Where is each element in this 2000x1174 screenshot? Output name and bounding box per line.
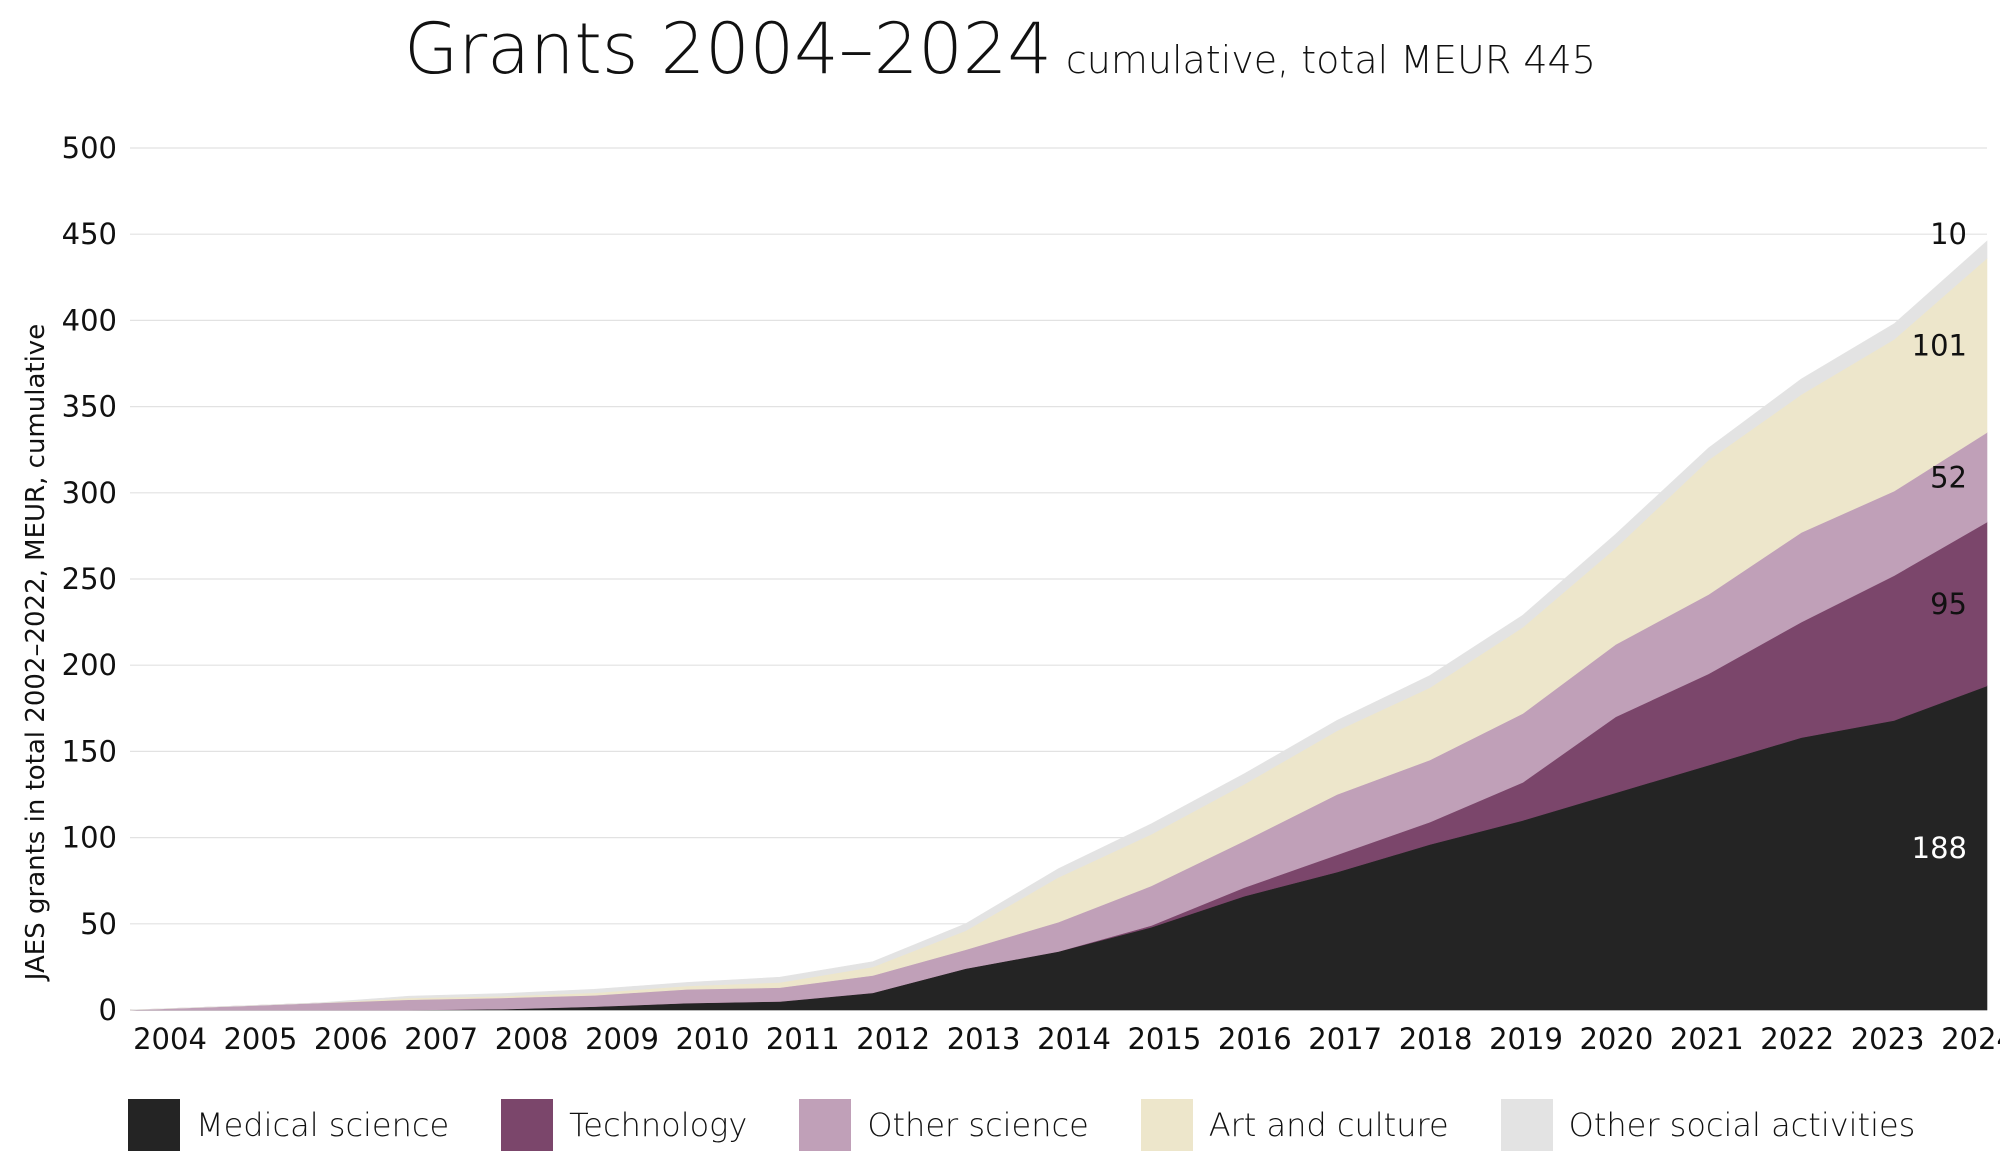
x-tick-label: 2007 bbox=[404, 1022, 478, 1056]
y-tick-label: 300 bbox=[62, 476, 117, 510]
area-series-layer bbox=[129, 240, 1988, 1011]
end-label: 52 bbox=[1930, 460, 1967, 494]
y-tick-label: 200 bbox=[62, 648, 117, 682]
legend-swatch bbox=[799, 1099, 852, 1151]
y-tick-label: 0 bbox=[99, 993, 117, 1027]
legend-swatch bbox=[1500, 1099, 1553, 1151]
x-tick-label: 2011 bbox=[766, 1022, 840, 1056]
x-tick-label: 2005 bbox=[223, 1022, 297, 1056]
x-tick-label: 2014 bbox=[1037, 1022, 1111, 1056]
x-tick-label: 2024 bbox=[1941, 1022, 2000, 1056]
end-label: 188 bbox=[1912, 831, 1967, 865]
legend-item: Technology bbox=[501, 1099, 747, 1151]
chart-subtitle: cumulative, total MEUR 445 bbox=[1065, 38, 1596, 82]
x-tick-label: 2009 bbox=[585, 1022, 659, 1056]
end-label: 10 bbox=[1930, 217, 1967, 251]
y-axis-label: JAES grants in total 2002–2022, MEUR, cu… bbox=[21, 324, 51, 982]
legend-item: Other social activities bbox=[1500, 1099, 1916, 1151]
x-tick-label: 2012 bbox=[856, 1022, 930, 1056]
x-tick-label: 2022 bbox=[1760, 1022, 1834, 1056]
end-value-labels: 188 95 52 101 10 bbox=[1912, 217, 1967, 865]
legend-label: Other social activities bbox=[1568, 1106, 1916, 1144]
x-tick-label: 2019 bbox=[1489, 1022, 1563, 1056]
x-tick-label: 2016 bbox=[1218, 1022, 1292, 1056]
legend-label: Art and culture bbox=[1208, 1106, 1449, 1144]
x-tick-label: 2008 bbox=[495, 1022, 569, 1056]
y-tick-label: 50 bbox=[80, 907, 117, 941]
x-tick-label: 2018 bbox=[1399, 1022, 1473, 1056]
legend-swatch bbox=[1140, 1099, 1193, 1151]
y-tick-label: 250 bbox=[62, 562, 117, 596]
y-tick-label: 100 bbox=[62, 821, 117, 855]
legend: Medical science Technology Other science Ar… bbox=[128, 1098, 1967, 1152]
x-tick-label: 2015 bbox=[1127, 1022, 1201, 1056]
y-tick-label: 450 bbox=[62, 217, 117, 251]
legend-item: Other science bbox=[799, 1099, 1089, 1151]
area-other-social-activities bbox=[129, 240, 1988, 1011]
x-tick-label: 2013 bbox=[947, 1022, 1021, 1056]
y-tick-label: 500 bbox=[62, 131, 117, 165]
y-axis-ticks: 0 50 100 150 200 250 300 350 400 450 500 bbox=[62, 131, 117, 1027]
legend-item: Medical science bbox=[128, 1099, 449, 1151]
y-tick-label: 400 bbox=[62, 303, 117, 337]
x-tick-label: 2017 bbox=[1308, 1022, 1382, 1056]
end-label: 95 bbox=[1930, 587, 1967, 621]
x-tick-label: 2023 bbox=[1851, 1022, 1925, 1056]
legend-label: Medical science bbox=[196, 1106, 450, 1144]
x-tick-label: 2010 bbox=[675, 1022, 749, 1056]
x-axis-ticks: 2004 2005 2006 2007 2008 2009 2010 2011 2012 2013… bbox=[133, 1022, 2000, 1056]
chart-title: Grants 2004–2024 bbox=[404, 8, 1052, 90]
x-tick-label: 2020 bbox=[1579, 1022, 1653, 1056]
x-tick-label: 2021 bbox=[1670, 1022, 1744, 1056]
chart-title-row: Grants 2004–2024 cumulative, total MEUR 4… bbox=[0, 8, 2000, 90]
x-tick-label: 2004 bbox=[133, 1022, 207, 1056]
y-tick-label: 150 bbox=[62, 734, 117, 768]
legend-label: Other science bbox=[867, 1106, 1089, 1144]
legend-label: Technology bbox=[569, 1106, 748, 1144]
legend-swatch bbox=[128, 1099, 180, 1151]
y-tick-label: 350 bbox=[62, 390, 117, 424]
x-tick-label: 2006 bbox=[314, 1022, 388, 1056]
end-label: 101 bbox=[1912, 328, 1967, 362]
legend-swatch bbox=[501, 1099, 554, 1151]
legend-item: Art and culture bbox=[1140, 1099, 1449, 1151]
